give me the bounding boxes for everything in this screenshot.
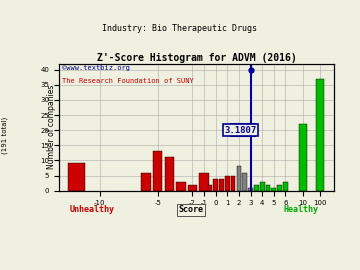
Bar [237,167,241,191]
Text: The Research Foundation of SUNY: The Research Foundation of SUNY [62,77,193,84]
Bar [254,185,259,191]
Bar [260,182,265,191]
Bar [213,178,218,191]
Bar [188,185,197,191]
Bar [165,157,174,191]
Title: Z'-Score Histogram for ADVM (2016): Z'-Score Histogram for ADVM (2016) [97,53,296,63]
Y-axis label: Number of companies: Number of companies [47,85,56,169]
Bar [231,176,235,191]
Text: (191 total): (191 total) [2,116,8,154]
Text: ©www.textbiz.org: ©www.textbiz.org [62,65,130,71]
Bar [266,185,270,191]
Bar [219,178,224,191]
Text: Industry: Bio Therapeutic Drugs: Industry: Bio Therapeutic Drugs [103,24,257,33]
Text: Score: Score [179,205,203,214]
Bar [299,124,307,191]
Bar [176,182,185,191]
Bar [248,188,253,191]
Bar [277,185,282,191]
Bar [283,182,288,191]
Text: Unhealthy: Unhealthy [69,205,114,214]
Text: Healthy: Healthy [284,205,319,214]
Bar [225,176,230,191]
Bar [242,173,247,191]
Bar [199,173,209,191]
Bar [208,185,212,191]
Text: 3.1807: 3.1807 [224,126,256,135]
Bar [271,188,276,191]
Bar [141,173,151,191]
Bar [316,79,324,191]
Bar [68,163,85,191]
Bar [153,151,162,191]
